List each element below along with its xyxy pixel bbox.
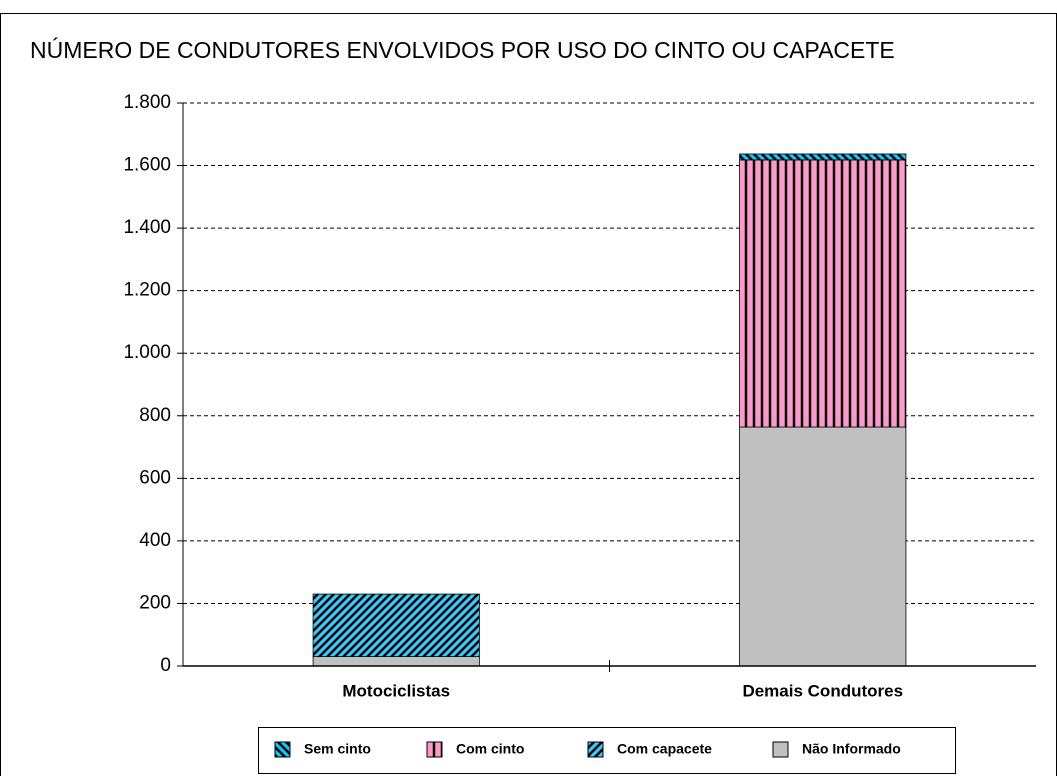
bar-segment (739, 426, 907, 667)
bar-segment (312, 593, 480, 658)
y-tick-label: 800 (139, 405, 171, 426)
y-tick-label: 1.000 (123, 342, 171, 363)
y-tick-label: 600 (139, 467, 171, 488)
y-tick-label: 400 (139, 530, 171, 551)
legend-label: Com capacete (617, 741, 712, 757)
legend-label: Não Informado (802, 741, 901, 757)
chart-title: NÚMERO DE CONDUTORES ENVOLVIDOS POR USO … (30, 37, 895, 63)
legend-box (258, 727, 956, 774)
bar-segment (739, 153, 907, 161)
x-tick-label: Motociclistas (342, 681, 450, 700)
y-tick-label: 1.600 (123, 155, 171, 176)
legend-swatch (772, 741, 789, 758)
bar-segment (739, 159, 907, 428)
y-tick-label: 200 (139, 592, 171, 613)
legend-label: Sem cinto (304, 741, 371, 757)
legend-swatch (587, 741, 604, 758)
y-tick-label: 1.400 (123, 217, 171, 238)
legend-swatch (426, 741, 443, 758)
legend-label: Com cinto (456, 741, 524, 757)
y-tick-label: 0 (160, 655, 171, 676)
y-tick-label: 1.800 (123, 92, 171, 113)
x-tick-label: Demais Condutores (742, 681, 903, 700)
bar-segment (312, 656, 480, 667)
y-tick-label: 1.200 (123, 280, 171, 301)
legend-swatch (274, 741, 291, 758)
